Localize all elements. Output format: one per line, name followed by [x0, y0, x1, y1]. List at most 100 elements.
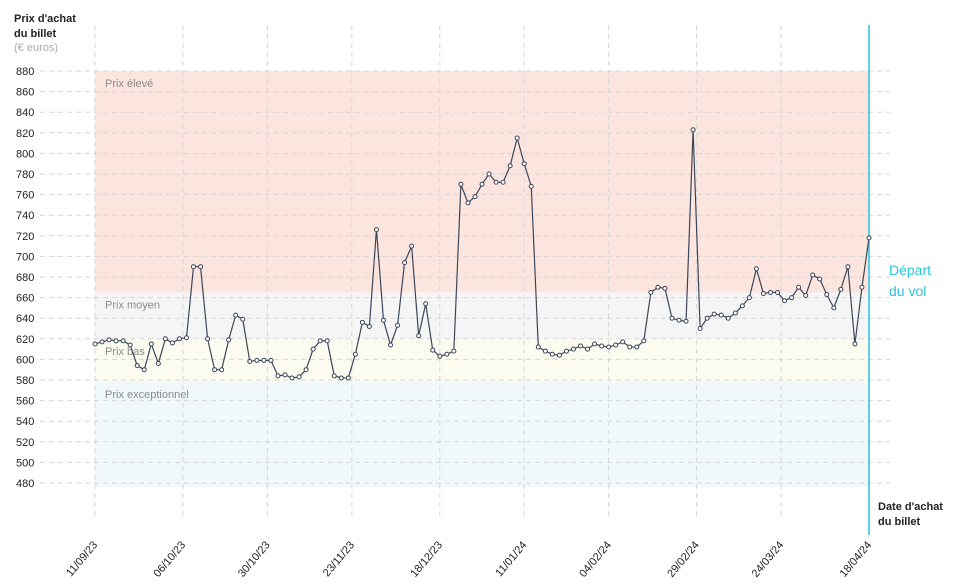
- x-tick-label: 23/11/23: [321, 539, 357, 579]
- x-tick-label: 18/12/23: [408, 539, 445, 580]
- band-label: Prix élevé: [105, 78, 153, 90]
- price-point: [683, 318, 689, 324]
- price-point: [725, 315, 731, 321]
- price-point: [373, 227, 379, 233]
- price-point: [866, 235, 872, 241]
- x-tick-label: 04/02/24: [577, 539, 614, 580]
- price-point: [338, 375, 344, 381]
- y-axis-label: du billet: [14, 28, 57, 40]
- price-point: [106, 337, 112, 343]
- price-point: [641, 338, 647, 344]
- price-point: [472, 194, 478, 200]
- departure-label: du vol: [889, 283, 926, 299]
- price-point: [233, 312, 239, 318]
- y-tick-label: 780: [16, 169, 34, 181]
- price-point: [148, 341, 154, 347]
- y-tick-label: 660: [16, 293, 34, 305]
- price-point: [240, 316, 246, 322]
- price-point: [296, 374, 302, 380]
- price-point: [500, 179, 506, 185]
- price-point: [169, 340, 175, 346]
- x-tick-label: 06/10/23: [152, 539, 189, 580]
- y-tick-label: 520: [16, 437, 34, 449]
- price-point: [388, 342, 394, 348]
- price-point: [493, 179, 499, 185]
- price-point: [141, 367, 147, 373]
- price-point: [845, 264, 851, 270]
- price-point: [817, 276, 823, 282]
- price-point: [366, 323, 372, 329]
- price-point: [852, 341, 858, 347]
- price-point: [395, 322, 401, 328]
- price-point: [739, 303, 745, 309]
- price-point: [359, 319, 365, 325]
- price-point: [662, 285, 668, 291]
- x-tick-label: 24/03/24: [750, 539, 787, 580]
- price-point: [859, 284, 865, 290]
- price-point: [578, 343, 584, 349]
- price-point: [690, 127, 696, 133]
- y-tick-label: 500: [16, 457, 34, 469]
- price-point: [542, 348, 548, 354]
- price-point: [760, 290, 766, 296]
- y-tick-label: 880: [16, 66, 34, 78]
- y-tick-label: 580: [16, 375, 34, 387]
- band-label: Prix exceptionnel: [105, 389, 189, 401]
- y-tick-label: 640: [16, 313, 34, 325]
- price-point: [416, 333, 422, 339]
- price-point: [444, 351, 450, 357]
- price-point: [409, 243, 415, 249]
- price-point: [655, 284, 661, 290]
- price-point: [317, 338, 323, 344]
- price-point: [592, 341, 598, 347]
- y-tick-label: 840: [16, 107, 34, 119]
- x-tick-label: 18/04/24: [838, 539, 875, 580]
- price-point: [711, 311, 717, 317]
- price-point: [514, 135, 520, 141]
- price-point: [753, 266, 759, 272]
- price-point: [831, 305, 837, 311]
- y-tick-label: 680: [16, 272, 34, 284]
- price-point: [247, 358, 253, 364]
- price-point: [402, 260, 408, 266]
- price-point: [99, 339, 105, 345]
- y-tick-label: 620: [16, 334, 34, 346]
- price-point: [352, 351, 358, 357]
- price-point: [599, 343, 605, 349]
- price-point: [775, 289, 781, 295]
- price-point: [113, 338, 119, 344]
- price-point: [556, 352, 562, 358]
- price-point: [613, 342, 619, 348]
- price-point: [219, 367, 225, 373]
- y-axis-unit: (€ euros): [14, 42, 58, 54]
- y-tick-label: 740: [16, 210, 34, 222]
- price-point: [162, 336, 168, 342]
- y-axis-label: Prix d'achat: [14, 13, 76, 25]
- price-point: [437, 353, 443, 359]
- price-point: [521, 161, 527, 167]
- price-point: [718, 312, 724, 318]
- price-point: [423, 301, 429, 307]
- price-point: [205, 336, 211, 342]
- price-point: [310, 346, 316, 352]
- price-point: [479, 181, 485, 187]
- band-label: Prix moyen: [105, 299, 160, 311]
- price-point: [176, 336, 182, 342]
- price-point: [528, 183, 534, 189]
- y-tick-label: 560: [16, 396, 34, 408]
- price-point: [261, 357, 267, 363]
- price-point: [183, 335, 189, 341]
- price-point: [789, 295, 795, 301]
- price-point: [570, 346, 576, 352]
- price-point: [212, 367, 218, 373]
- price-point: [535, 344, 541, 350]
- y-tick-label: 820: [16, 128, 34, 140]
- price-point: [465, 200, 471, 206]
- price-point: [606, 344, 612, 350]
- price-point: [92, 341, 98, 347]
- price-point: [767, 289, 773, 295]
- price-point: [198, 264, 204, 270]
- price-point: [627, 344, 633, 350]
- band-label: Prix bas: [105, 346, 145, 358]
